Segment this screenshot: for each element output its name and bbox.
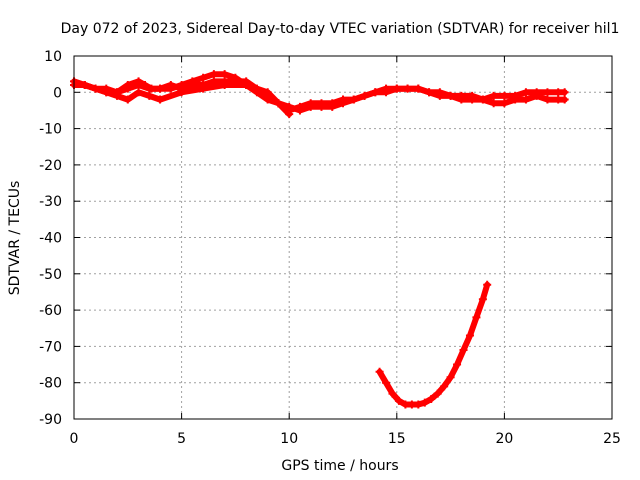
y-tick-label: -90: [39, 412, 62, 428]
data-point: [134, 88, 143, 97]
data-point: [472, 313, 481, 322]
data-point: [145, 84, 154, 93]
data-point: [382, 378, 391, 387]
x-tick-label: 20: [495, 431, 513, 447]
data-point: [560, 95, 569, 104]
data-point: [382, 88, 391, 97]
data-point: [446, 91, 455, 100]
data-point: [285, 110, 294, 119]
x-axis-ticks: 0 5 10 15 20 25: [70, 56, 621, 447]
data-point: [457, 95, 466, 104]
x-tick-label: 0: [70, 431, 79, 447]
data-point: [440, 382, 449, 391]
data-marks: [70, 70, 569, 409]
data-point: [199, 73, 208, 82]
y-tick-label: -30: [39, 194, 62, 210]
data-point: [560, 88, 569, 97]
y-axis-ticks: 10 0 -10 -20 -30 -40 -50 -60 -70 -80 -90: [39, 49, 612, 428]
data-point: [349, 95, 358, 104]
data-point: [420, 398, 429, 407]
data-point: [156, 84, 165, 93]
y-tick-label: 10: [44, 49, 62, 65]
data-point: [465, 331, 474, 340]
y-axis-label: SDTVAR / TECUs: [7, 181, 23, 296]
grid: [74, 56, 612, 419]
data-point: [489, 99, 498, 108]
data-point: [392, 84, 401, 93]
data-point: [91, 84, 100, 93]
data-point: [425, 88, 434, 97]
data-point: [427, 395, 436, 404]
data-point: [339, 95, 347, 104]
data-point: [306, 99, 315, 108]
data-point: [532, 91, 541, 100]
data-point: [375, 367, 384, 376]
data-point: [521, 95, 530, 104]
data-point: [414, 400, 423, 409]
data-point: [274, 99, 283, 108]
data-point: [483, 280, 492, 289]
plot-frame: [73, 55, 613, 420]
data-point: [435, 91, 444, 100]
y-tick-label: -40: [39, 231, 62, 247]
data-point: [145, 91, 154, 100]
y-tick-label: -10: [39, 122, 62, 138]
x-tick-label: 15: [388, 431, 406, 447]
data-point: [478, 95, 487, 104]
y-tick-label: -70: [39, 339, 62, 355]
data-point: [511, 95, 520, 104]
data-point: [199, 84, 208, 93]
data-point: [521, 88, 530, 97]
data-point: [317, 99, 326, 108]
data-point: [102, 88, 111, 97]
y-tick-label: -50: [39, 267, 62, 283]
x-tick-label: 25: [603, 431, 621, 447]
x-tick-label: 5: [177, 431, 186, 447]
data-point: [543, 95, 552, 104]
data-point: [360, 91, 369, 100]
y-tick-label: -80: [39, 376, 62, 392]
data-point: [209, 70, 218, 79]
data-point: [156, 95, 165, 104]
data-point: [468, 95, 477, 104]
series-line: [376, 281, 491, 408]
data-point: [242, 81, 251, 90]
series-track-c: [80, 81, 294, 119]
data-point: [453, 360, 462, 369]
data-point: [459, 346, 468, 355]
data-point: [166, 81, 175, 90]
data-point: [500, 91, 509, 100]
data-point: [433, 389, 442, 398]
x-axis-label: GPS time / hours: [281, 458, 398, 474]
y-tick-label: -20: [39, 158, 62, 174]
data-point: [295, 102, 304, 111]
data-point: [388, 389, 397, 398]
series-track-d: [375, 280, 492, 409]
data-point: [403, 84, 412, 93]
data-point: [220, 70, 229, 79]
data-point: [123, 84, 132, 93]
x-tick-label: 10: [280, 431, 298, 447]
y-tick-label: -60: [39, 303, 62, 319]
data-point: [478, 295, 487, 304]
data-point: [113, 91, 122, 100]
chart-title: Day 072 of 2023, Sidereal Day-to-day VTE…: [61, 21, 620, 37]
y-tick-label: 0: [53, 85, 62, 101]
data-point: [446, 373, 455, 382]
data-point: [489, 91, 498, 100]
data-point: [414, 84, 423, 93]
data-point: [177, 88, 186, 97]
data-point: [220, 81, 229, 90]
data-point: [371, 88, 380, 97]
data-point: [134, 81, 143, 90]
data-point: [394, 396, 403, 405]
data-point: [500, 99, 509, 108]
data-point: [263, 88, 272, 97]
data-point: [543, 88, 552, 97]
data-point: [328, 99, 337, 108]
data-point: [80, 81, 89, 90]
data-point: [123, 95, 132, 104]
